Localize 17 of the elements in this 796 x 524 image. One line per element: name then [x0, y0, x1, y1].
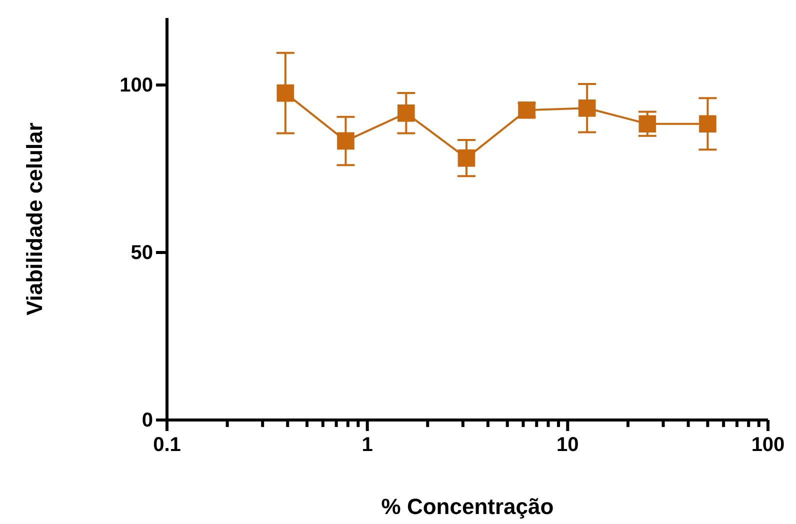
y-tick-label: 100 — [120, 74, 153, 96]
point — [276, 84, 294, 102]
x-tick-label: 0.1 — [153, 434, 181, 456]
x-tick-label: 1 — [362, 434, 373, 456]
point — [699, 115, 716, 133]
x-tick-label: 10 — [556, 434, 579, 456]
x-tick-label: 100 — [751, 434, 785, 456]
point — [337, 132, 354, 150]
point — [398, 104, 415, 122]
point — [578, 99, 596, 117]
y-tick-label: 50 — [130, 242, 153, 264]
y-axis-title: Viabilidade celular — [22, 122, 47, 316]
y-tick-label: 0 — [142, 409, 153, 432]
point — [638, 115, 656, 133]
x-axis-title: % Concentração — [381, 494, 554, 519]
point — [458, 149, 476, 167]
point — [518, 101, 536, 119]
